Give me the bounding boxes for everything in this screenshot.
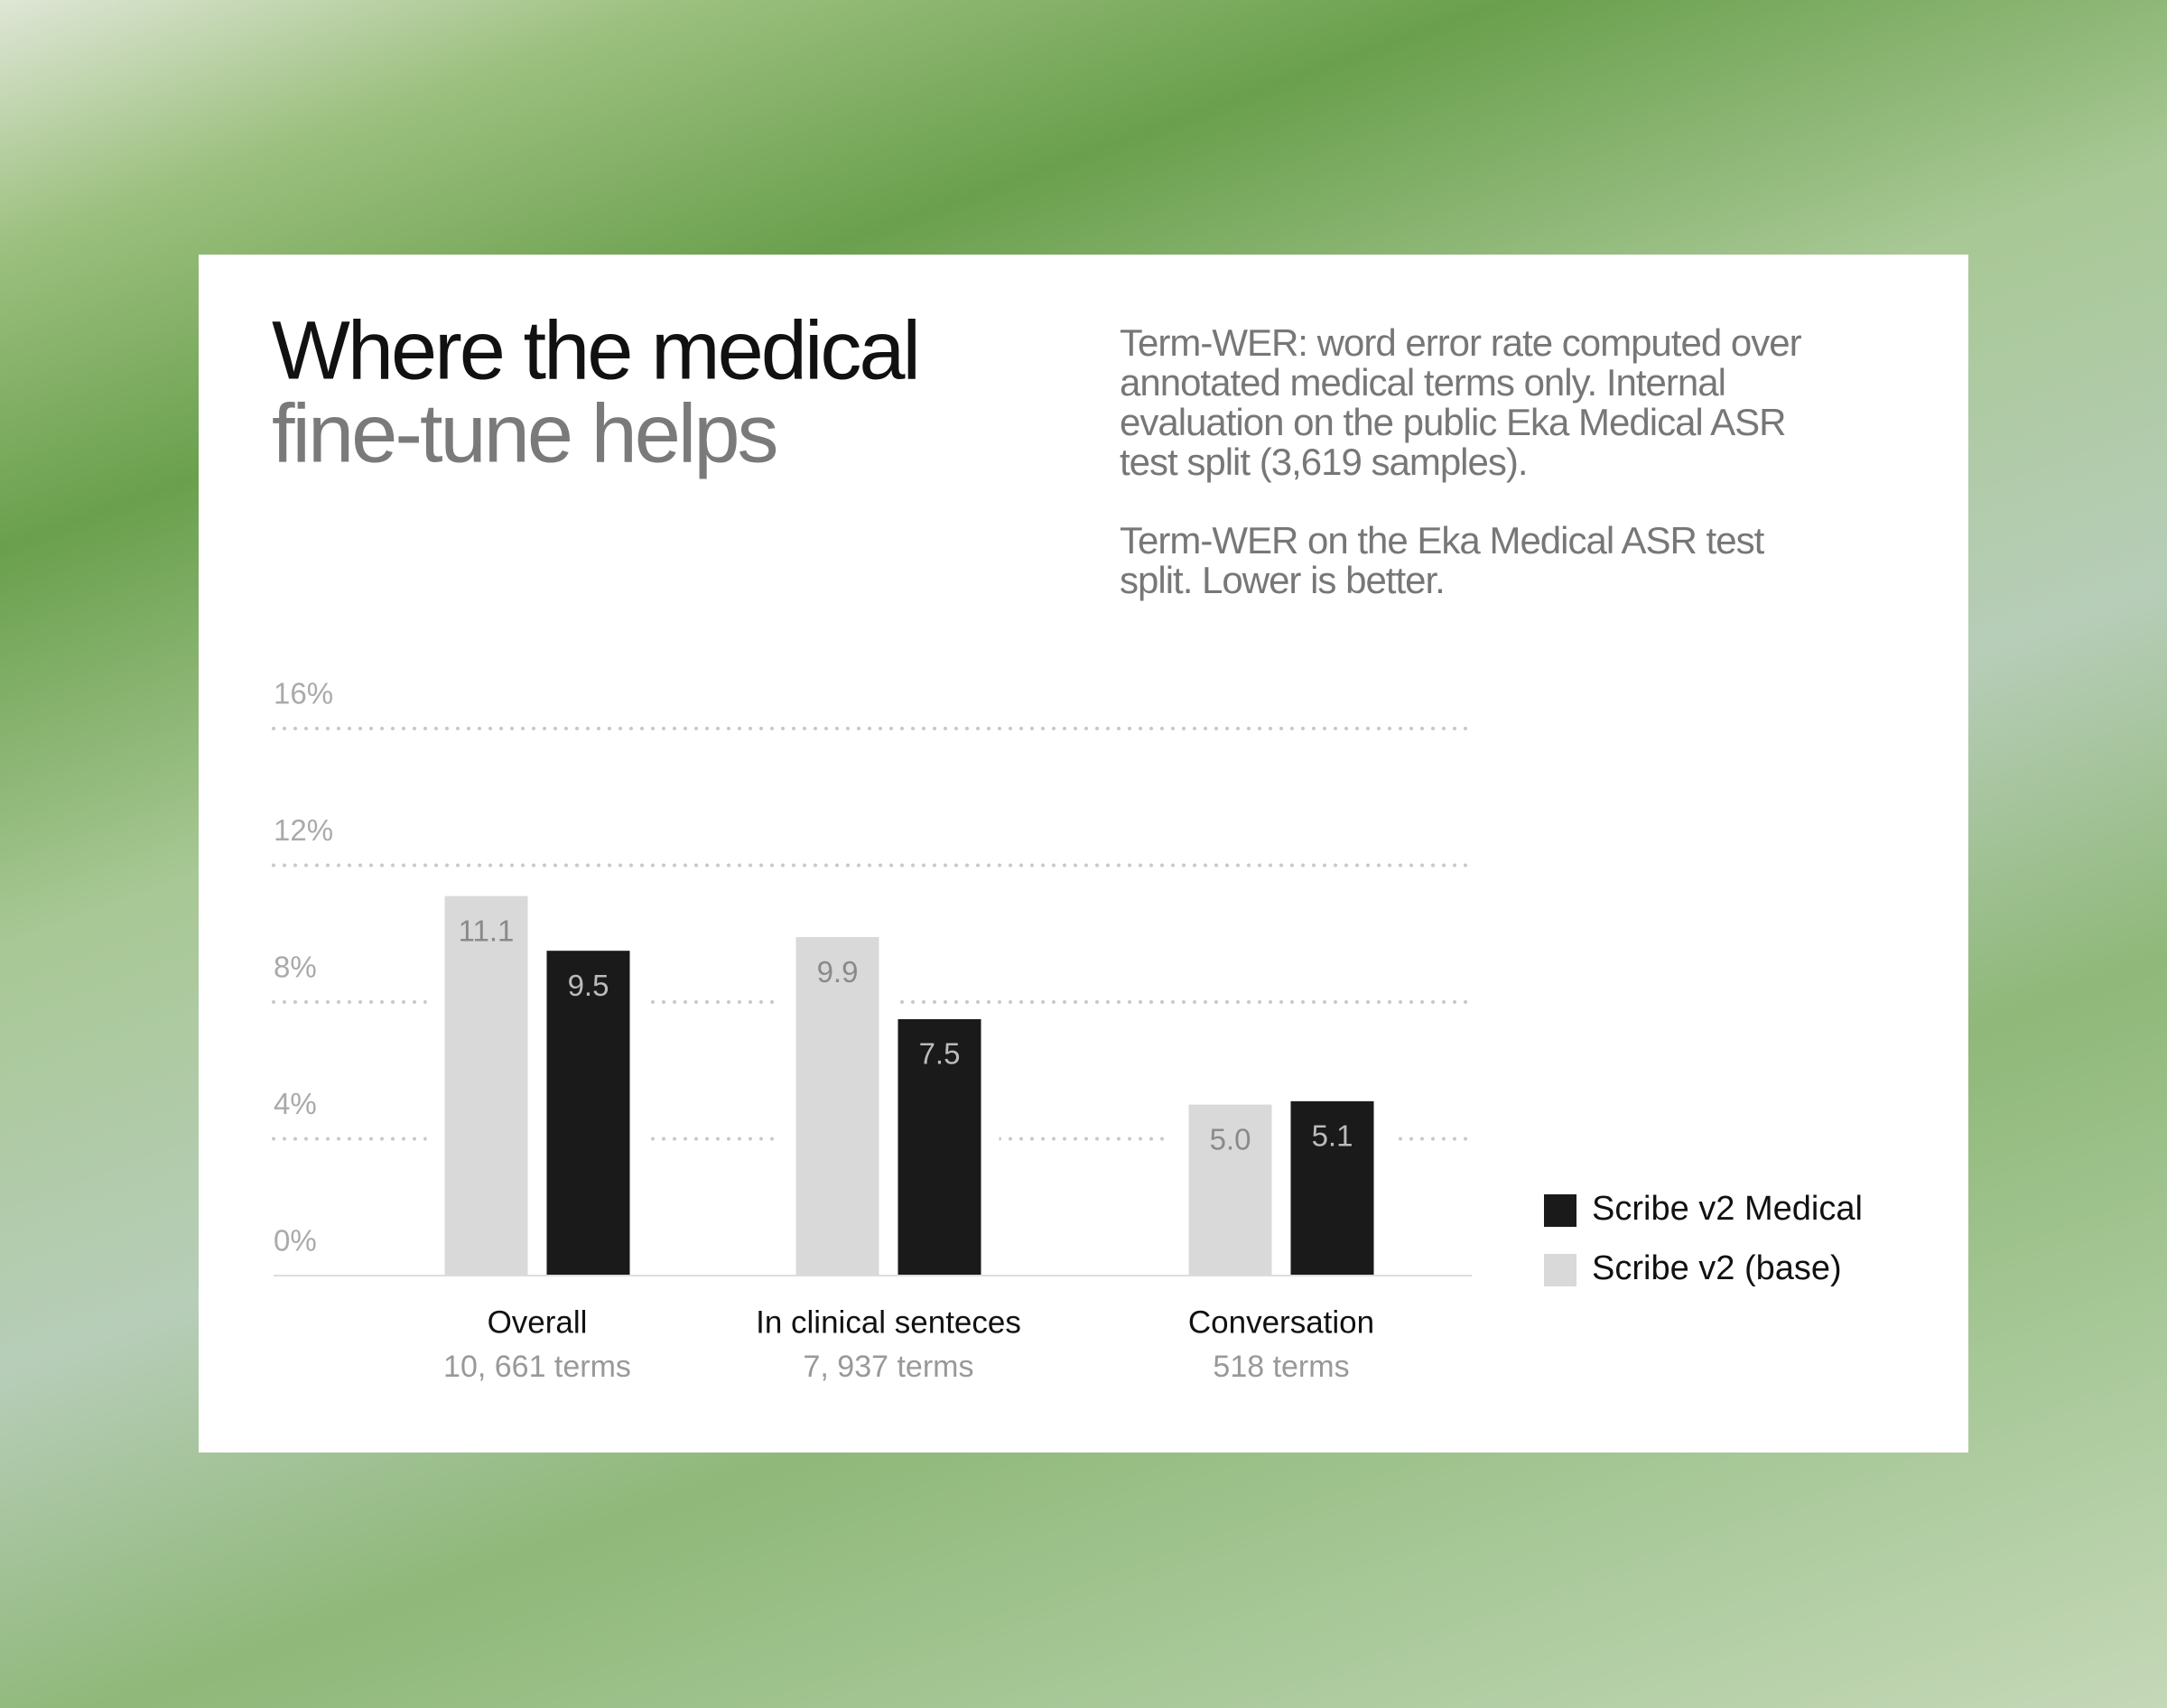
chart-title: Where the medical <box>272 304 918 396</box>
chart-title: fine-tune helps <box>272 387 777 479</box>
value-label: 5.1 <box>1312 1119 1353 1153</box>
note-text: evaluation on the public Eka Medical ASR <box>1120 401 1785 443</box>
value-label: 9.9 <box>817 955 859 989</box>
y-tick-label: 12% <box>274 813 333 847</box>
x-tick-sublabel: 10, 661 terms <box>443 1350 631 1384</box>
bar <box>897 1018 981 1276</box>
y-tick-label: 8% <box>274 951 317 984</box>
note-text: Term-WER on the Eka Medical ASR test <box>1120 519 1765 562</box>
x-tick-label: Conversation <box>1188 1304 1374 1340</box>
legend-swatch <box>1544 1194 1576 1227</box>
legend-label: Scribe v2 Medical <box>1592 1190 1863 1228</box>
y-tick-label: 0% <box>274 1224 317 1258</box>
value-label: 9.5 <box>568 969 609 1002</box>
note-text: test split (3,619 samples). <box>1120 441 1528 483</box>
bar <box>795 937 879 1276</box>
bar <box>444 896 528 1276</box>
y-tick-label: 4% <box>274 1087 317 1120</box>
bar <box>1290 1100 1374 1276</box>
bar <box>1188 1104 1272 1276</box>
value-label: 11.1 <box>459 914 515 947</box>
note-text: Term-WER: word error rate computed over <box>1120 321 1802 364</box>
bar <box>546 951 630 1276</box>
y-tick-label: 16% <box>274 677 333 710</box>
x-tick-sublabel: 7, 937 terms <box>804 1350 974 1384</box>
note-text: annotated medical terms only. Internal <box>1120 361 1725 404</box>
x-tick-sublabel: 518 terms <box>1213 1350 1349 1384</box>
x-tick-label: In clinical senteces <box>756 1304 1021 1340</box>
value-label: 7.5 <box>919 1037 961 1071</box>
legend-swatch <box>1544 1254 1576 1286</box>
legend-label: Scribe v2 (base) <box>1592 1249 1842 1287</box>
note-text: split. Lower is better. <box>1120 559 1445 601</box>
x-tick-label: Overall <box>488 1304 588 1340</box>
value-label: 5.0 <box>1210 1122 1251 1156</box>
